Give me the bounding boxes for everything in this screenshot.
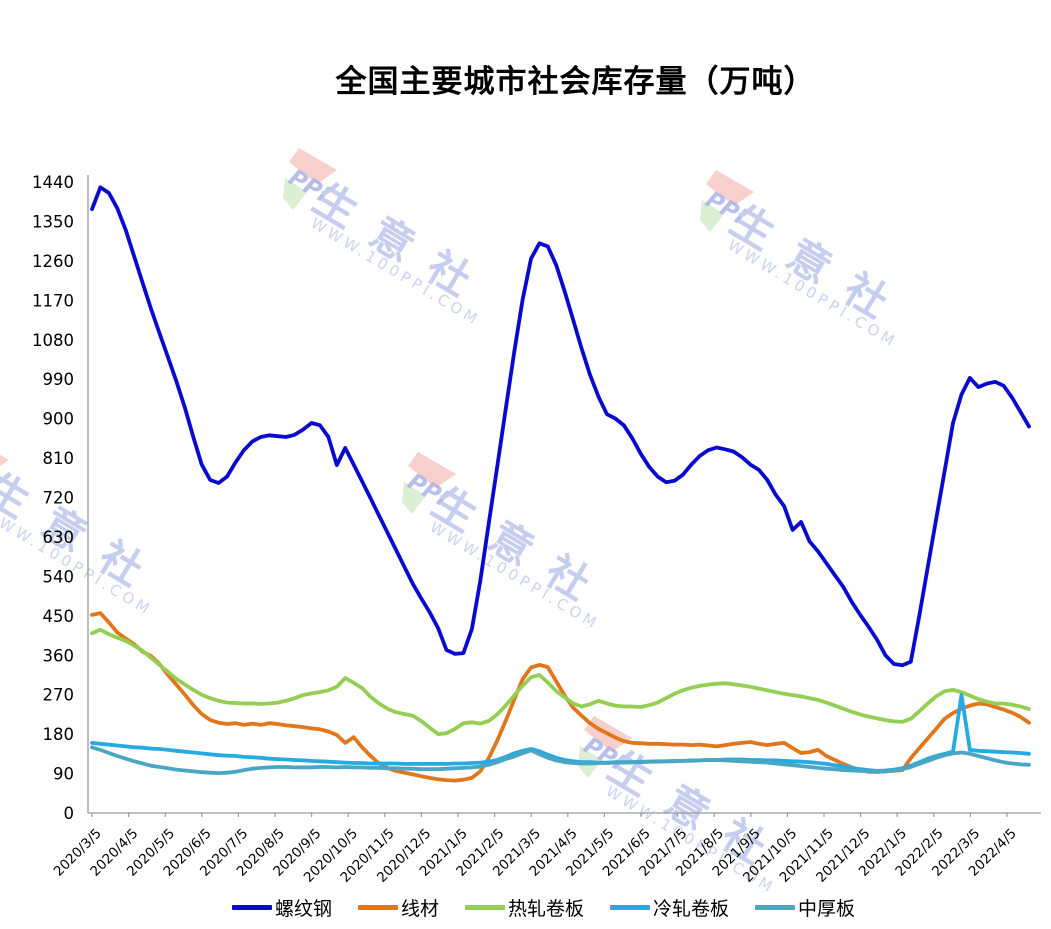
- legend-item-热轧卷板: 热轧卷板: [464, 894, 584, 921]
- legend-label: 中厚板: [798, 898, 856, 920]
- y-tick-label: 990: [43, 370, 75, 389]
- y-tick-label: 1350: [32, 212, 74, 231]
- series-line-中厚板: [90, 745, 1031, 775]
- y-tick-label: 540: [43, 567, 75, 586]
- y-tick-label: 1080: [32, 331, 74, 350]
- y-tick-label: 1440: [32, 173, 74, 192]
- legend-swatch: [357, 905, 398, 910]
- legend-item-冷轧卷板: 冷轧卷板: [610, 894, 729, 921]
- y-tick-label: 1170: [32, 291, 74, 310]
- legend-label: 冷轧卷板: [653, 898, 730, 920]
- chart-legend: 螺纹钢 线材 热轧卷板 冷轧卷板 中厚板: [0, 894, 1051, 921]
- legend-label: 螺纹钢: [274, 898, 332, 920]
- chart-title: 全国主要城市社会库存量（万吨）: [335, 64, 816, 100]
- legend-swatch: [610, 905, 650, 910]
- legend-label: 线材: [400, 898, 439, 920]
- y-tick-label: 810: [43, 449, 75, 468]
- legend-label: 热轧卷板: [507, 898, 584, 920]
- series-line-热轧卷板: [90, 627, 1031, 736]
- series-line-螺纹钢: [90, 185, 1031, 668]
- y-tick-label: 0: [64, 804, 75, 823]
- y-tick-label: 360: [43, 646, 75, 665]
- legend-swatch: [231, 905, 272, 910]
- legend-item-螺纹钢: 螺纹钢: [231, 894, 332, 921]
- legend-item-线材: 线材: [357, 894, 439, 921]
- y-tick-label: 450: [43, 607, 75, 626]
- y-tick-label: 90: [53, 765, 74, 784]
- legend-item-中厚板: 中厚板: [755, 894, 855, 921]
- y-tick-label: 630: [43, 528, 75, 547]
- y-tick-label: 900: [43, 410, 75, 429]
- y-tick-label: 270: [43, 686, 75, 705]
- y-tick-label: 180: [43, 725, 75, 744]
- y-tick-label: 720: [43, 489, 75, 508]
- y-tick-label: 1260: [32, 252, 74, 271]
- legend-swatch: [755, 905, 796, 910]
- legend-swatch: [464, 905, 505, 910]
